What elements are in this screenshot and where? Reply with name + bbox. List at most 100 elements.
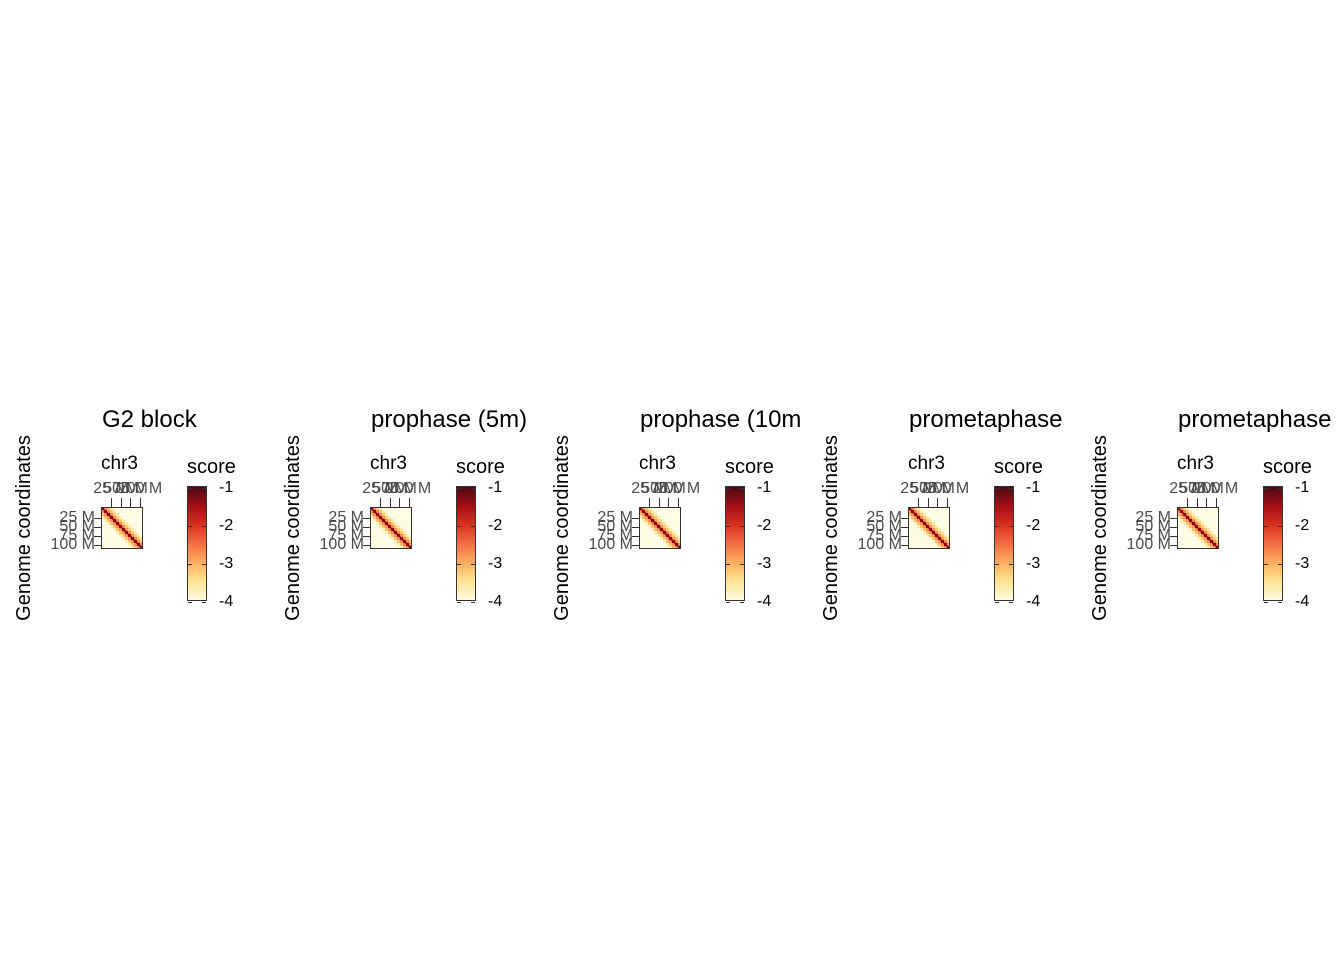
heatmap-cell xyxy=(1204,540,1208,544)
heatmap-cell xyxy=(1216,537,1219,541)
heatmap-cell xyxy=(382,516,386,520)
heatmap-cell xyxy=(660,537,664,541)
colorbar-tick xyxy=(740,526,744,527)
heatmap-cell xyxy=(1186,519,1190,523)
heatmap-cell xyxy=(935,525,939,529)
heatmap-cell xyxy=(1201,525,1205,529)
heatmap-cell xyxy=(935,543,939,547)
chromosome-label: chr3 xyxy=(908,453,945,474)
colorbar-tick xyxy=(1278,602,1282,603)
heatmap-cell xyxy=(394,528,398,532)
heatmap-cell xyxy=(104,507,108,511)
heatmap-cell xyxy=(663,522,667,526)
x-tick-mark xyxy=(1197,498,1198,507)
heatmap-cell xyxy=(648,525,652,529)
heatmap-cell xyxy=(654,516,658,520)
colorbar-tick xyxy=(1278,526,1282,527)
y-tick-mark xyxy=(94,518,101,519)
heatmap-cell xyxy=(941,534,945,538)
y-tick-label: 100 M xyxy=(857,536,902,553)
heatmap-cell xyxy=(929,522,933,526)
heatmap-cell xyxy=(675,537,679,541)
y-axis-label: Genome coordinates xyxy=(13,435,35,621)
colorbar-label: -4 xyxy=(1295,593,1310,610)
heatmap-cell xyxy=(370,510,374,514)
heatmap-cell xyxy=(373,513,377,517)
heatmap-cell xyxy=(1201,522,1205,526)
heatmap-cell xyxy=(128,531,132,535)
heatmap-cell xyxy=(1180,516,1184,520)
y-axis-label: Genome coordinates xyxy=(820,435,842,621)
colorbar-tick xyxy=(995,488,999,489)
colorbar-label: -1 xyxy=(219,479,234,496)
heatmap-cell xyxy=(648,513,652,517)
y-tick-label: 100 M xyxy=(1126,536,1171,553)
colorbar-tick xyxy=(1264,526,1268,527)
heatmap-cell xyxy=(107,522,111,526)
colorbar-tick xyxy=(471,526,475,527)
x-tick-mark xyxy=(399,498,400,507)
heatmap-cell xyxy=(1213,540,1217,544)
heatmap-cell xyxy=(1213,534,1217,538)
heatmap-cell xyxy=(648,522,652,526)
contact-heatmap xyxy=(908,507,950,549)
heatmap-cell xyxy=(379,507,383,511)
heatmap-cell xyxy=(379,525,383,529)
heatmap-cell xyxy=(932,525,936,529)
heatmap-cell xyxy=(376,516,380,520)
y-tick-label: 100 M xyxy=(50,536,95,553)
heatmap-cell xyxy=(110,519,114,523)
colorbar-label: -1 xyxy=(1295,479,1310,496)
heatmap-cell xyxy=(642,507,646,511)
heatmap-cell xyxy=(400,534,404,538)
heatmap-cell xyxy=(1216,540,1219,544)
heatmap-cell xyxy=(914,519,918,523)
heatmap-cell xyxy=(391,522,395,526)
x-tick-mark xyxy=(111,498,112,507)
colorbar-tick xyxy=(1278,488,1282,489)
heatmap-cell xyxy=(400,546,404,549)
heatmap-cell xyxy=(675,546,679,549)
heatmap-cell xyxy=(376,507,380,511)
heatmap-cell xyxy=(382,510,386,514)
colorbar-tick xyxy=(726,602,730,603)
heatmap-cell xyxy=(134,537,138,541)
heatmap-cell xyxy=(648,510,652,514)
colorbar-tick xyxy=(726,488,730,489)
heatmap-diagonal xyxy=(639,507,681,549)
chromosome-label: chr3 xyxy=(639,453,676,474)
chromosome-label: chr3 xyxy=(101,453,138,474)
heatmap-cell xyxy=(107,510,111,514)
heatmap-cell xyxy=(917,513,921,517)
heatmap-cell xyxy=(926,528,930,532)
heatmap-cell xyxy=(944,534,948,538)
x-tick-label: 50 M xyxy=(103,480,139,497)
heatmap-cell xyxy=(663,534,667,538)
y-tick-label: 50 M xyxy=(597,518,633,535)
panel-title: prometaphase xyxy=(909,406,1063,433)
colorbar-tick xyxy=(995,602,999,603)
heatmap-cell xyxy=(385,531,389,535)
heatmap-cell xyxy=(385,519,389,523)
colorbar-tick xyxy=(1009,488,1013,489)
panel-title: G2 block xyxy=(102,406,197,433)
heatmap-cell xyxy=(101,516,105,520)
y-tick-mark xyxy=(1170,527,1177,528)
heatmap-diagonal xyxy=(908,507,950,549)
x-tick-mark xyxy=(121,498,122,507)
heatmap-diagonal xyxy=(101,507,143,549)
heatmap-cell xyxy=(376,510,380,514)
heatmap-cell xyxy=(1210,534,1214,538)
heatmap-cell xyxy=(391,534,395,538)
heatmap-cell xyxy=(672,546,676,549)
y-tick-mark xyxy=(94,536,101,537)
heatmap-cell xyxy=(113,513,117,517)
heatmap-cell xyxy=(107,519,111,523)
heatmap-cell xyxy=(926,531,930,535)
heatmap-cell xyxy=(131,543,135,547)
y-axis-label: Genome coordinates xyxy=(282,435,304,621)
heatmap-cell xyxy=(914,510,918,514)
heatmap-cell xyxy=(642,513,646,517)
y-tick-mark xyxy=(363,527,370,528)
heatmap-cell xyxy=(1195,519,1199,523)
